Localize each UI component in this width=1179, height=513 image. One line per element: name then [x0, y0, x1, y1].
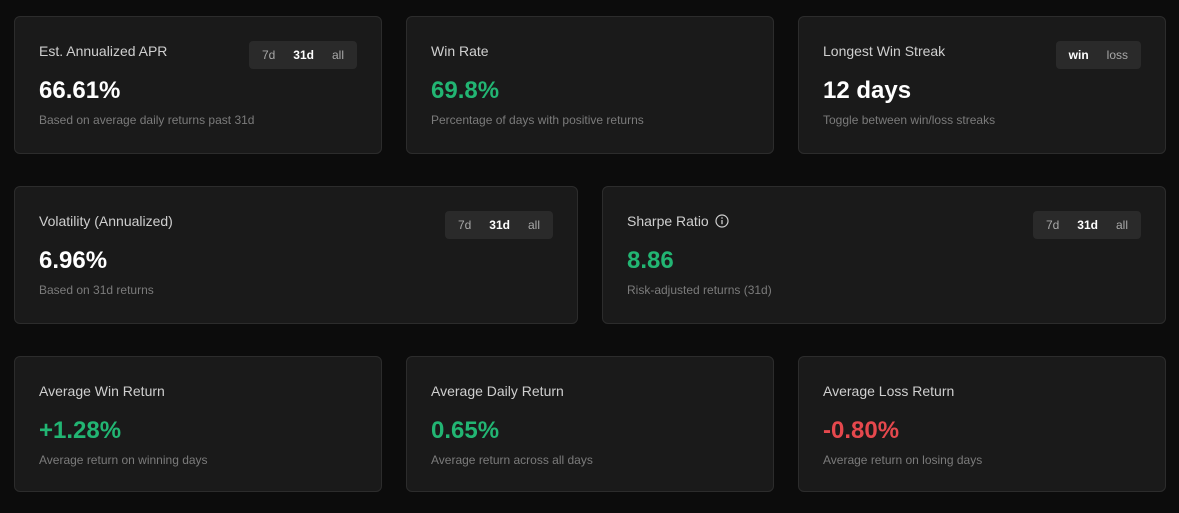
card-value: 6.96%: [39, 247, 108, 274]
toggle-7d[interactable]: 7d: [1045, 218, 1060, 232]
card-value: 12 days: [823, 77, 912, 104]
toggle-all[interactable]: all: [331, 48, 344, 62]
card-value: 8.86: [627, 247, 674, 274]
card-subtitle: Average return on losing days: [823, 453, 983, 467]
win-rate-card: Win Rate 69.8% Percentage of days with p…: [406, 16, 774, 154]
card-subtitle: Percentage of days with positive returns: [431, 113, 644, 127]
card-subtitle: Based on average daily returns past 31d: [39, 113, 255, 127]
toggle-all[interactable]: all: [1115, 218, 1128, 232]
toggle-31d[interactable]: 31d: [1077, 218, 1098, 232]
apr-period-toggle: 7d 31d all: [248, 41, 357, 69]
apr-card: Est. Annualized APR 7d 31d all 66.61% Ba…: [14, 16, 382, 154]
sharpe-card: Sharpe Ratio 7d 31d all 8.86 Risk-adjust…: [602, 186, 1166, 324]
card-value: 66.61%: [39, 77, 121, 104]
card-subtitle: Risk-adjusted returns (31d): [627, 283, 772, 297]
card-value: +1.28%: [39, 417, 122, 444]
volatility-card: Volatility (Annualized) 7d 31d all 6.96%…: [14, 186, 578, 324]
card-title: Est. Annualized APR: [39, 43, 168, 59]
sharpe-period-toggle: 7d 31d all: [1032, 211, 1141, 239]
card-title: Volatility (Annualized): [39, 213, 173, 229]
card-title: Average Daily Return: [431, 383, 564, 399]
toggle-31d[interactable]: 31d: [293, 48, 314, 62]
toggle-all[interactable]: all: [527, 218, 540, 232]
card-title: Average Win Return: [39, 383, 165, 399]
card-title: Longest Win Streak: [823, 43, 946, 59]
avg-daily-card: Average Daily Return 0.65% Average retur…: [406, 356, 774, 492]
card-subtitle: Based on 31d returns: [39, 283, 154, 297]
card-subtitle: Average return on winning days: [39, 453, 208, 467]
toggle-31d[interactable]: 31d: [489, 218, 510, 232]
toggle-win[interactable]: win: [1068, 48, 1089, 62]
avg-loss-card: Average Loss Return -0.80% Average retur…: [798, 356, 1166, 492]
card-title-row: Sharpe Ratio: [627, 213, 729, 229]
card-title: Sharpe Ratio: [627, 213, 709, 229]
card-subtitle: Average return across all days: [431, 453, 593, 467]
streak-card: Longest Win Streak win loss 12 days Togg…: [798, 16, 1166, 154]
streak-toggle: win loss: [1055, 41, 1141, 69]
card-subtitle: Toggle between win/loss streaks: [823, 113, 996, 127]
info-icon[interactable]: [715, 214, 729, 228]
toggle-7d[interactable]: 7d: [457, 218, 472, 232]
toggle-7d[interactable]: 7d: [261, 48, 276, 62]
card-title: Win Rate: [431, 43, 489, 59]
volatility-period-toggle: 7d 31d all: [444, 211, 553, 239]
card-title: Average Loss Return: [823, 383, 955, 399]
avg-win-card: Average Win Return +1.28% Average return…: [14, 356, 382, 492]
toggle-loss[interactable]: loss: [1106, 48, 1128, 62]
card-value: -0.80%: [823, 417, 900, 444]
card-value: 69.8%: [431, 77, 500, 104]
card-value: 0.65%: [431, 417, 500, 444]
